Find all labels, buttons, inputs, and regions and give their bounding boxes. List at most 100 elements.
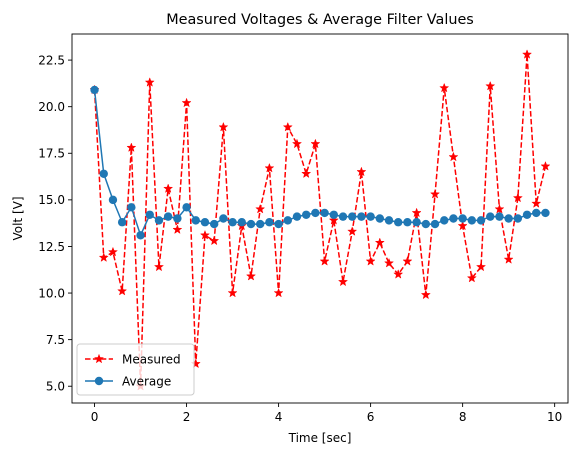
data-point-average <box>532 208 541 218</box>
data-point-average <box>430 219 440 229</box>
data-point-measured <box>383 257 395 268</box>
data-point-average <box>209 219 219 229</box>
data-point-measured <box>356 166 367 177</box>
y-tick-label: 5.0 <box>46 380 65 394</box>
data-point-average <box>136 231 145 240</box>
y-tick-label: 7.5 <box>46 333 65 347</box>
data-point-measured <box>98 252 109 262</box>
data-point-average <box>283 216 292 225</box>
legend-box <box>76 343 195 396</box>
data-point-measured <box>393 269 404 279</box>
data-point-average <box>117 218 127 227</box>
data-point-average <box>476 216 486 225</box>
data-point-measured <box>245 270 257 281</box>
data-point-average <box>90 85 99 95</box>
plot-area <box>89 49 551 391</box>
x-tick-label: 0 <box>91 410 99 424</box>
data-point-average <box>311 208 320 218</box>
y-tick-label: 22.5 <box>38 53 65 67</box>
x-tick-label: 8 <box>459 410 467 424</box>
x-tick-label: 4 <box>275 410 283 424</box>
data-point-measured <box>494 203 505 214</box>
data-point-average <box>154 216 164 225</box>
data-point-average <box>384 216 394 225</box>
data-point-average <box>99 169 108 178</box>
data-point-average <box>182 203 191 212</box>
data-point-average <box>504 214 513 223</box>
data-point-measured <box>144 77 155 87</box>
data-point-average <box>394 218 403 227</box>
y-tick-label: 20.0 <box>38 100 65 114</box>
data-point-average <box>163 212 173 221</box>
data-point-average <box>320 208 329 218</box>
data-point-average <box>301 210 311 219</box>
data-point-average <box>237 218 246 227</box>
data-point-average <box>467 216 477 225</box>
data-point-measured <box>466 272 477 283</box>
axes-frame <box>71 33 569 404</box>
data-point-measured <box>107 246 119 257</box>
data-point-average <box>338 212 348 221</box>
data-point-average <box>145 210 154 219</box>
x-tick-label: 10 <box>547 410 562 424</box>
legend: Measured Average <box>76 343 195 396</box>
y-tick-label: 17.5 <box>38 147 65 161</box>
data-point-average <box>191 216 200 225</box>
data-point-average <box>449 214 458 223</box>
series-line-measured <box>93 53 547 387</box>
data-point-average <box>329 210 339 219</box>
data-point-measured <box>255 203 266 214</box>
data-point-average <box>495 212 504 221</box>
data-point-average <box>458 214 467 223</box>
data-point-measured <box>181 97 192 108</box>
data-point-measured <box>117 285 128 296</box>
y-axis-label: Volt [V] <box>11 196 25 240</box>
data-point-average <box>228 218 237 227</box>
y-tick-label: 10.0 <box>38 286 65 300</box>
data-point-measured <box>328 215 339 225</box>
data-point-average <box>403 218 412 227</box>
data-point-measured <box>457 220 468 231</box>
data-point-average <box>108 195 118 205</box>
data-point-measured <box>172 224 183 234</box>
data-point-measured <box>512 192 523 203</box>
data-point-measured <box>310 138 321 149</box>
axes: 0 2 4 6 8 10 5.0 7.5 10.0 12.5 15.0 17.5 20.0 22.5 <box>38 33 569 424</box>
data-point-measured <box>264 162 275 173</box>
data-point-average <box>513 214 523 223</box>
data-point-average <box>366 212 375 221</box>
x-axis-label: Time [sec] <box>288 431 352 445</box>
data-point-measured <box>319 256 330 266</box>
data-point-measured <box>439 82 450 93</box>
data-point-average <box>486 212 495 221</box>
data-point-measured <box>291 138 303 149</box>
data-point-measured <box>209 235 220 246</box>
legend-label-measured: Measured <box>122 352 181 366</box>
x-tick-label: 2 <box>183 410 191 424</box>
data-point-average <box>127 203 136 212</box>
data-point-measured <box>420 289 431 300</box>
data-point-measured <box>337 276 349 287</box>
data-point-average <box>255 219 265 229</box>
data-point-measured <box>153 261 165 272</box>
data-point-measured <box>227 287 238 298</box>
data-point-average <box>274 219 283 229</box>
data-point-measured <box>475 261 487 272</box>
data-point-average <box>246 219 256 229</box>
data-point-measured <box>540 160 551 171</box>
data-point-average <box>265 218 274 227</box>
data-point-average <box>522 210 532 219</box>
data-point-measured <box>531 198 542 208</box>
data-point-measured <box>301 168 312 179</box>
data-point-average <box>219 214 228 223</box>
data-point-average <box>348 212 357 221</box>
legend-star-marker <box>93 353 105 364</box>
data-point-average <box>292 212 302 221</box>
data-point-average <box>200 218 210 227</box>
data-point-average <box>357 212 366 221</box>
data-point-measured <box>273 287 284 298</box>
data-point-average <box>440 216 449 225</box>
legend-label-average: Average <box>122 374 171 388</box>
data-point-average <box>421 219 431 229</box>
